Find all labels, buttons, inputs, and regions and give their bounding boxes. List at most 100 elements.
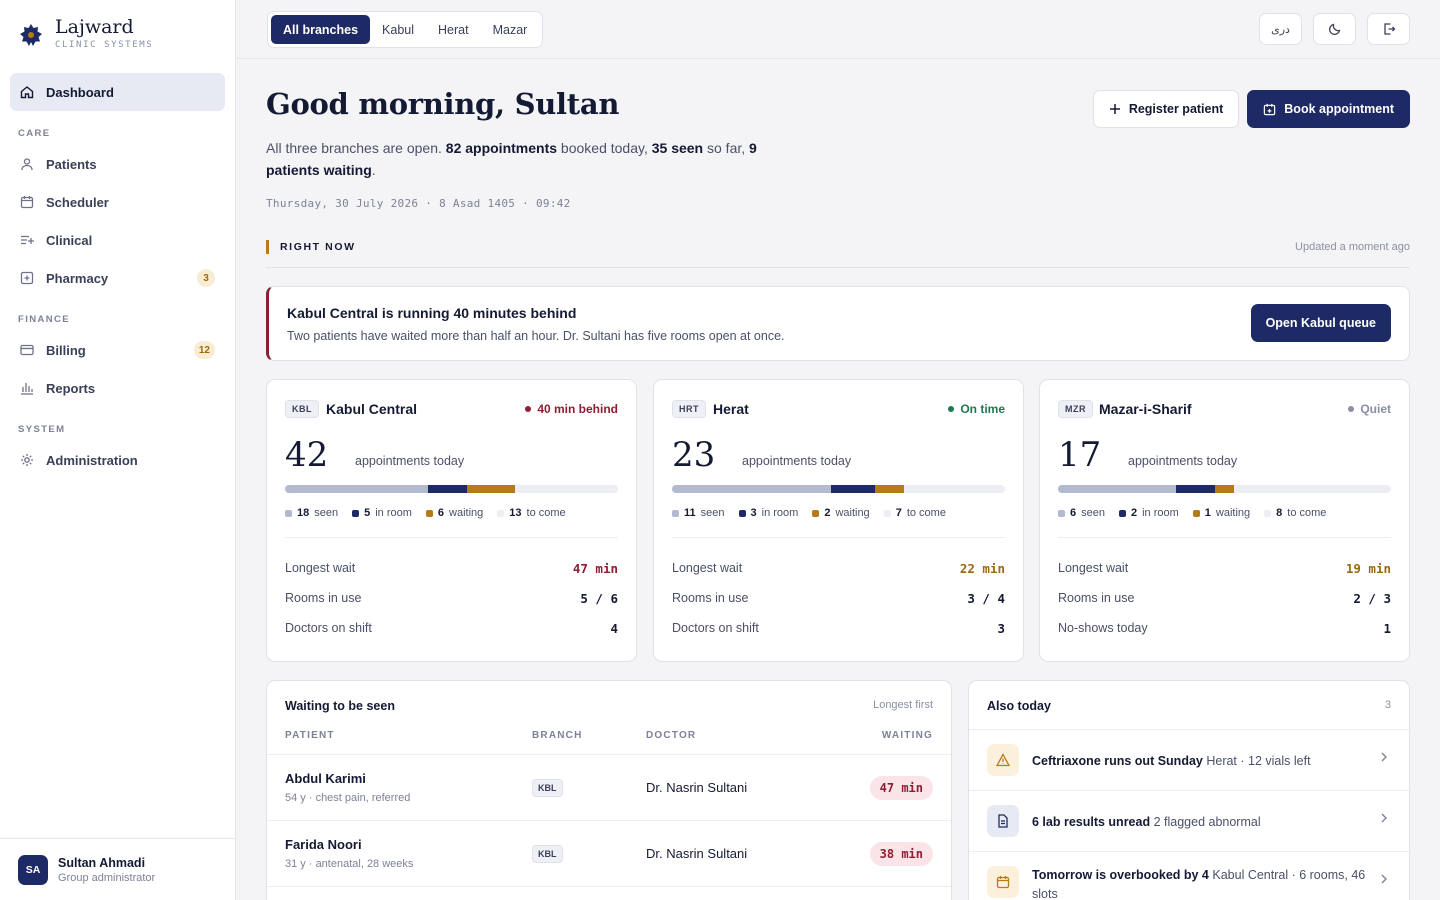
branch-card-kbl[interactable]: KBL Kabul Central 40 min behind 42 appoi… [266, 379, 637, 662]
chevron-right-icon [1381, 752, 1387, 762]
legend-seen: 18 seen [285, 507, 338, 519]
column-header-doctor[interactable]: DOCTOR [646, 730, 697, 741]
branch-metrics: Longest wait 22 min Rooms in use 3 / 4 Doc… [672, 537, 1005, 643]
branch-filter-tabs: All branches Kabul Herat Mazar [267, 11, 544, 48]
branch-status-label: 40 min behind [537, 402, 618, 416]
legend-waiting: 6 waiting [425, 507, 483, 519]
bar-segment-seen [672, 485, 832, 493]
branch-status: Quiet [1348, 402, 1391, 416]
document-icon [987, 805, 1019, 837]
list-plus-icon [20, 233, 34, 247]
billing-count-badge: 12 [193, 341, 215, 359]
language-toggle-button[interactable]: دری [1259, 13, 1302, 45]
branch-name: Herat [713, 401, 749, 417]
appointments-count: 23 [672, 435, 716, 475]
branch-code-badge: KBL [285, 400, 319, 418]
sidebar-item-billing[interactable]: Billing 12 [10, 331, 225, 369]
user-role: Group administrator [58, 871, 156, 884]
legend-label: in room [761, 507, 799, 519]
tab-mazar[interactable]: Mazar [492, 22, 528, 37]
table-row[interactable]: Abdul Karimi 54 y · chest pain, referred… [267, 755, 951, 821]
metric-value: 3 / 4 [967, 590, 1005, 606]
brand[interactable]: Lajward CLINIC SYSTEMS [20, 16, 153, 50]
lajward-logo-icon [20, 24, 42, 46]
metric-label: Longest wait [1058, 561, 1129, 575]
metric-row: Longest wait 22 min [672, 553, 1005, 583]
user-profile[interactable]: SA Sultan Ahmadi Group administrator [0, 838, 235, 900]
sidebar-item-dashboard[interactable]: Dashboard [10, 73, 225, 111]
branch-card-mzr[interactable]: MZR Mazar-i-Sharif Quiet 17 appointments… [1039, 379, 1410, 662]
tab-all-branches[interactable]: All branches [271, 15, 371, 44]
branch-card-hrt[interactable]: HRT Herat On time 23 appointments today … [653, 379, 1024, 662]
list-item-detail: Kabul Central · 6 rooms, 46 slots [1032, 868, 1366, 900]
legend-value: 2 [1130, 507, 1138, 519]
list-item[interactable]: 6 lab results unread 2 flagged abnormal [969, 790, 1409, 851]
avatar: SA [18, 854, 48, 885]
sidebar-item-administration[interactable]: Administration [10, 441, 225, 479]
metric-value: 22 min [959, 560, 1005, 576]
summary-text: so far, [703, 140, 750, 156]
sidebar-item-reports[interactable]: Reports [10, 369, 225, 407]
legend-label: to come [906, 507, 946, 519]
table-row[interactable]: Farida Noori 31 y · antenatal, 28 weeks … [267, 821, 951, 887]
open-kabul-queue-button[interactable]: Open Kabul queue [1250, 304, 1391, 342]
divider [267, 754, 951, 755]
metric-row: Doctors on shift 3 [672, 613, 1005, 643]
moon-icon [1328, 23, 1340, 36]
tab-herat[interactable]: Herat [438, 22, 469, 37]
page-title: Good morning, Sultan [266, 87, 620, 121]
sort-order-label[interactable]: Longest first [873, 699, 933, 711]
bar-segment-seen [1058, 485, 1176, 493]
appointments-label: appointments today [742, 454, 852, 468]
doctor-name: Dr. Nasrin Sultani [646, 846, 748, 861]
list-item-text: Ceftriaxone runs out Sunday Herat · 12 v… [1032, 752, 1372, 771]
legend-waiting: 1 waiting [1192, 507, 1250, 519]
legend-swatch [352, 509, 360, 517]
legend-label: waiting [835, 507, 870, 519]
section-accent [266, 240, 269, 254]
sidebar-item-clinical[interactable]: Clinical [10, 221, 225, 259]
column-header-waiting[interactable]: WAITING [881, 730, 933, 741]
branch-status: 40 min behind [525, 402, 618, 416]
branch-cards: KBL Kabul Central 40 min behind 42 appoi… [266, 379, 1410, 662]
legend-swatch [812, 509, 820, 517]
list-item[interactable]: Tomorrow is overbooked by 4 Kabul Centra… [969, 851, 1409, 900]
summary-waiting: 9 patients waiting [266, 140, 757, 178]
sign-out-button[interactable] [1367, 13, 1410, 45]
sidebar-item-patients[interactable]: Patients [10, 145, 225, 183]
register-patient-button[interactable]: Register patient [1092, 90, 1240, 128]
legend-value: 7 [895, 507, 902, 519]
metric-value: 5 / 6 [580, 590, 618, 606]
branch-metrics: Longest wait 19 min Rooms in use 2 / 3 No-… [1058, 537, 1391, 643]
dark-mode-button[interactable] [1313, 13, 1356, 45]
progress-legend: 6 seen 2 in room 1 waiting 8 to come [1058, 507, 1326, 519]
legend-swatch [672, 509, 679, 517]
branch-code-badge: HRT [672, 400, 706, 418]
progress-legend: 18 seen 5 in room 6 waiting 13 to come [285, 507, 566, 519]
column-header-branch[interactable]: BRANCH [532, 730, 583, 741]
sidebar-item-scheduler[interactable]: Scheduler [10, 183, 225, 221]
column-header-patient[interactable]: PATIENT [285, 730, 335, 741]
book-appointment-button[interactable]: Book appointment [1247, 90, 1410, 128]
progress-bar [1058, 485, 1391, 493]
metric-row: Doctors on shift 4 [285, 613, 618, 643]
sidebar-item-label: Billing [46, 342, 86, 358]
list-item[interactable]: Ceftriaxone runs out Sunday Herat · 12 v… [969, 729, 1409, 790]
legend-label: in room [375, 507, 412, 519]
sidebar-item-label: Clinical [46, 232, 93, 248]
list-item-text: 6 lab results unread 2 flagged abnormal [1032, 813, 1372, 832]
warning-icon [987, 744, 1019, 776]
sidebar-item-pharmacy[interactable]: Pharmacy 3 [10, 259, 225, 297]
progress-bar [672, 485, 1005, 493]
alert-title: Kabul Central is running 40 minutes behi… [287, 305, 577, 321]
tab-kabul[interactable]: Kabul [382, 22, 415, 37]
branch-name: Mazar-i-Sharif [1099, 401, 1192, 417]
legend-swatch [1118, 509, 1126, 517]
progress-legend: 11 seen 3 in room 2 waiting 7 to come [672, 507, 946, 519]
wait-time-badge: 47 min [869, 776, 933, 800]
sidebar-item-label: Patients [46, 156, 97, 172]
book-appointment-label: Book appointment [1284, 102, 1394, 116]
sidebar-item-label: Administration [46, 452, 138, 468]
metric-row: Rooms in use 3 / 4 [672, 583, 1005, 613]
legend-swatch [738, 509, 746, 517]
